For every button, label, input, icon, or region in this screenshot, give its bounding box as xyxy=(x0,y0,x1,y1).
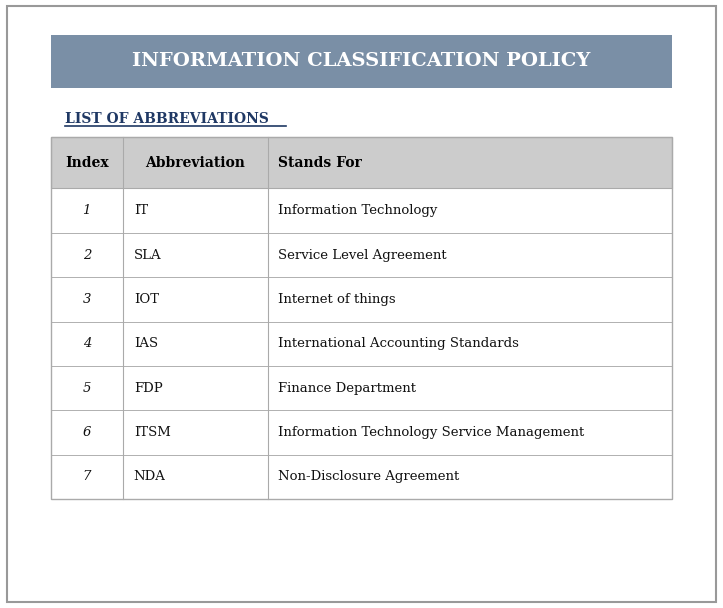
Text: Non-Disclosure Agreement: Non-Disclosure Agreement xyxy=(278,471,460,483)
Text: 4: 4 xyxy=(82,337,91,350)
Text: 5: 5 xyxy=(82,382,91,395)
Text: Index: Index xyxy=(65,156,108,170)
Text: 1: 1 xyxy=(82,204,91,217)
Text: SLA: SLA xyxy=(134,249,161,261)
Text: Internet of things: Internet of things xyxy=(278,293,396,306)
Text: FDP: FDP xyxy=(134,382,163,395)
Text: Finance Department: Finance Department xyxy=(278,382,416,395)
Text: IT: IT xyxy=(134,204,148,217)
Text: 6: 6 xyxy=(82,426,91,439)
Text: 3: 3 xyxy=(82,293,91,306)
Text: ITSM: ITSM xyxy=(134,426,171,439)
Text: Service Level Agreement: Service Level Agreement xyxy=(278,249,447,261)
Text: 7: 7 xyxy=(82,471,91,483)
Text: IOT: IOT xyxy=(134,293,159,306)
Text: LIST OF ABBREVIATIONS: LIST OF ABBREVIATIONS xyxy=(65,111,269,126)
Text: Abbreviation: Abbreviation xyxy=(145,156,245,170)
Text: Information Technology Service Management: Information Technology Service Managemen… xyxy=(278,426,585,439)
Text: International Accounting Standards: International Accounting Standards xyxy=(278,337,519,350)
Text: INFORMATION CLASSIFICATION POLICY: INFORMATION CLASSIFICATION POLICY xyxy=(132,52,591,71)
Text: 2: 2 xyxy=(82,249,91,261)
Text: IAS: IAS xyxy=(134,337,158,350)
Text: NDA: NDA xyxy=(134,471,166,483)
Text: Information Technology: Information Technology xyxy=(278,204,437,217)
Text: Stands For: Stands For xyxy=(278,156,362,170)
